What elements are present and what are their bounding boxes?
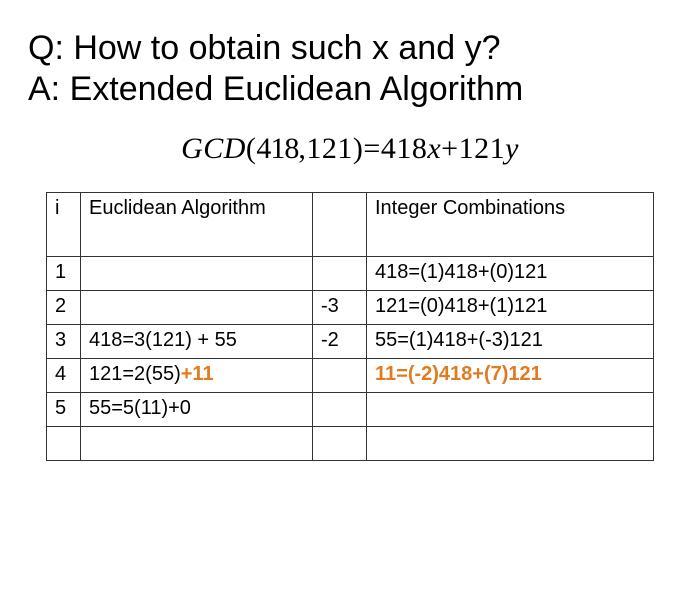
gcd-a: 418: [256, 132, 298, 165]
slide-page: Q: How to obtain such x and y? A: Extend…: [0, 0, 700, 461]
ea-highlight: +11: [181, 363, 214, 385]
cell-q: -2: [313, 324, 367, 358]
cell-i: 5: [47, 392, 81, 426]
cell-i: 4: [47, 358, 81, 392]
cell-ea: 418=3(121) + 55: [81, 324, 313, 358]
header-ea: Euclidean Algorithm: [81, 192, 313, 256]
ea-pre: 121=2(55): [89, 363, 181, 385]
rparen: ): [353, 132, 364, 165]
cell-i: 1: [47, 256, 81, 290]
cell-i: 2: [47, 290, 81, 324]
cell-ea: [81, 290, 313, 324]
table-header-row: i Euclidean Algorithm Integer Combinatio…: [47, 192, 654, 256]
cell-ic: [367, 426, 654, 460]
table-row: 2 -3 121=(0)418+(1)121: [47, 290, 654, 324]
q-prefix: Q:: [28, 29, 73, 67]
question-line: Q: How to obtain such x and y?: [28, 28, 672, 69]
cell-ic-highlight: 11=(-2)418+(7)121: [367, 358, 654, 392]
rhs-a: 418: [381, 132, 428, 165]
table-row: 4 121=2(55)+11 11=(-2)418+(7)121: [47, 358, 654, 392]
a-text: Extended Euclidean Algorithm: [70, 70, 524, 108]
gcd-b: 121: [306, 132, 353, 165]
cell-ea: [81, 256, 313, 290]
lparen: (: [246, 132, 257, 165]
a-prefix: A:: [28, 70, 70, 108]
gcd-label: GCD: [181, 132, 246, 165]
cell-i: [47, 426, 81, 460]
algorithm-table-wrap: i Euclidean Algorithm Integer Combinatio…: [46, 192, 654, 461]
cell-i: 3: [47, 324, 81, 358]
cell-ic: [367, 392, 654, 426]
answer-line: A: Extended Euclidean Algorithm: [28, 69, 672, 110]
gcd-equation: GCD(418,121)=418x+121y: [28, 132, 672, 166]
header-ic: Integer Combinations: [367, 192, 654, 256]
cell-ic: 55=(1)418+(-3)121: [367, 324, 654, 358]
cell-ea: 55=5(11)+0: [81, 392, 313, 426]
header-i: i: [47, 192, 81, 256]
cell-q: [313, 392, 367, 426]
cell-ea: 121=2(55)+11: [81, 358, 313, 392]
cell-ea: [81, 426, 313, 460]
cell-q: [313, 426, 367, 460]
var-x: x: [427, 132, 441, 165]
table-row: 3 418=3(121) + 55 -2 55=(1)418+(-3)121: [47, 324, 654, 358]
rhs-b: 121: [459, 132, 506, 165]
cell-q: [313, 358, 367, 392]
cell-ic: 418=(1)418+(0)121: [367, 256, 654, 290]
algorithm-table: i Euclidean Algorithm Integer Combinatio…: [46, 192, 654, 461]
table-row: 5 55=5(11)+0: [47, 392, 654, 426]
plus: +: [441, 132, 458, 165]
cell-q: -3: [313, 290, 367, 324]
q-text: How to obtain such x and y?: [73, 29, 500, 67]
table-row: 1 418=(1)418+(0)121: [47, 256, 654, 290]
header-q: [313, 192, 367, 256]
var-y: y: [505, 132, 519, 165]
cell-ic: 121=(0)418+(1)121: [367, 290, 654, 324]
cell-q: [313, 256, 367, 290]
eq: =: [363, 132, 380, 165]
table-row: [47, 426, 654, 460]
